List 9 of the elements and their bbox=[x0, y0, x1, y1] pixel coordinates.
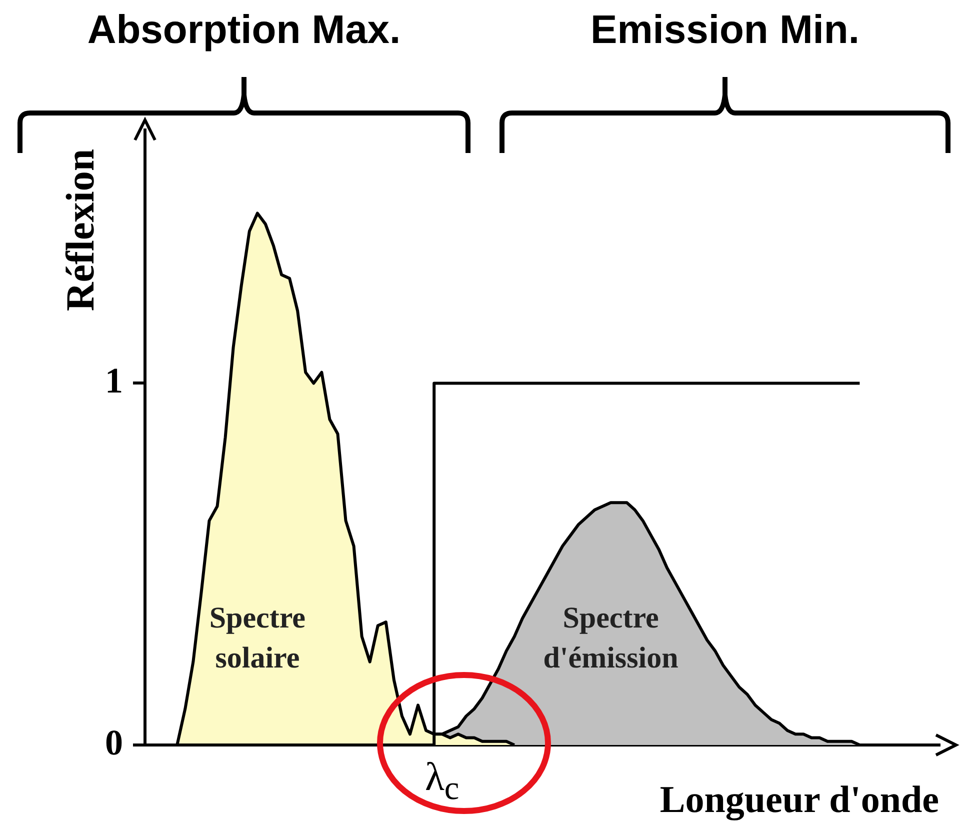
x-axis-title: Longueur d'onde bbox=[660, 778, 939, 822]
y-tick-label: 0 bbox=[105, 722, 123, 762]
y-axis-title: Réflexion bbox=[56, 148, 104, 312]
y-tick-label: 1 bbox=[105, 360, 123, 401]
text: λ$_{c}$ bbox=[425, 753, 460, 808]
text: Absorption Max. bbox=[87, 8, 401, 53]
series-label: Spectre solaire bbox=[209, 601, 306, 674]
text: Emission Min. bbox=[590, 8, 860, 53]
series-label: Spectre d'émission bbox=[543, 601, 679, 674]
